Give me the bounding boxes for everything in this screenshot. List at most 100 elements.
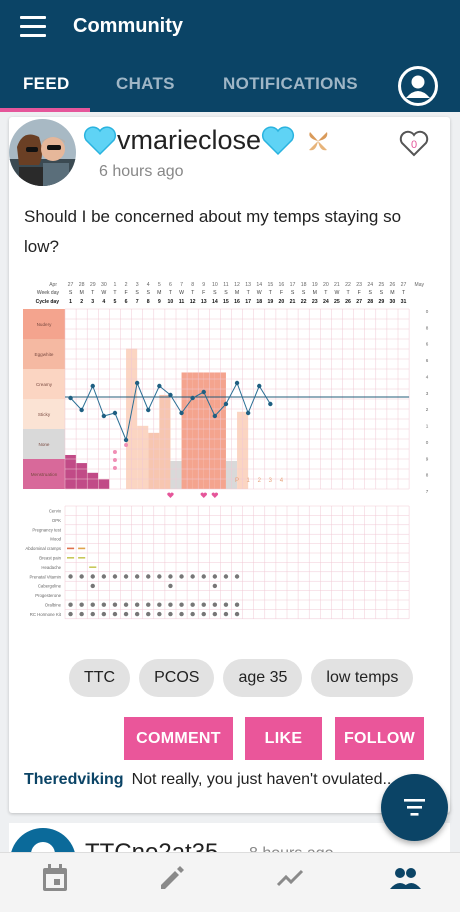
tab-chats[interactable]: CHATS xyxy=(116,74,175,93)
weekday-label: T xyxy=(346,290,350,296)
trending-icon xyxy=(276,869,304,887)
medication-dot xyxy=(212,611,218,617)
date-label: 19 xyxy=(312,282,318,288)
date-label: 13 xyxy=(245,282,251,288)
cervical-band xyxy=(23,459,65,489)
heart-icon xyxy=(83,126,117,155)
nav-charts[interactable] xyxy=(270,863,310,903)
date-label: 26 xyxy=(390,282,396,288)
intercourse-heart-icon xyxy=(200,492,207,498)
date-label: 7 xyxy=(180,282,183,288)
date-label: 29 xyxy=(90,282,96,288)
user-avatar[interactable] xyxy=(9,119,76,186)
weekday-label: T xyxy=(269,290,273,296)
scale-label: 7 xyxy=(426,489,429,494)
fertility-letter: P xyxy=(235,478,239,484)
weekday-label: F xyxy=(202,290,205,296)
temperature-point xyxy=(223,401,229,407)
follow-button[interactable]: FOLLOW xyxy=(335,717,424,760)
nav-calendar[interactable] xyxy=(35,863,75,903)
post-author[interactable]: vmarieclose xyxy=(83,125,333,156)
date-label: 15 xyxy=(267,282,273,288)
date-label: 24 xyxy=(367,282,373,288)
cycle-day-label: 7 xyxy=(136,299,139,305)
temperature-point xyxy=(268,401,273,407)
date-label: 5 xyxy=(158,282,161,288)
medication-dot xyxy=(123,574,129,579)
nav-community[interactable] xyxy=(385,863,425,903)
medication-dot xyxy=(146,611,151,617)
cycle-day-label: 15 xyxy=(223,299,229,305)
cycle-day-label: 21 xyxy=(290,299,296,305)
temperature-point xyxy=(190,395,195,401)
nav-journal[interactable] xyxy=(152,863,192,903)
tag-age[interactable]: age 35 xyxy=(223,659,303,697)
date-label: 27 xyxy=(401,282,407,288)
cycle-day-label: 1 xyxy=(69,299,72,305)
weekday-label: S xyxy=(135,290,139,296)
menstruation-bar xyxy=(87,472,99,489)
like-button[interactable]: LIKE xyxy=(245,717,322,760)
cycle-day-label: 4 xyxy=(102,299,105,305)
medication-dot xyxy=(79,602,84,607)
medication-dot xyxy=(212,574,218,579)
temperature-point xyxy=(212,413,218,419)
medication-dot xyxy=(79,574,84,579)
medication-dot xyxy=(68,574,73,579)
cycle-day-label: 17 xyxy=(245,299,251,305)
spotting-dot xyxy=(112,466,117,470)
medication-dot xyxy=(157,611,162,617)
temperature-point xyxy=(179,410,184,416)
comment-preview[interactable]: Theredviking Not really, you just haven't… xyxy=(24,771,434,789)
cycle-day-label: 8 xyxy=(147,299,150,305)
menstruation-bar xyxy=(98,479,110,489)
cervical-label: Sticky xyxy=(38,412,51,417)
weekday-label: W xyxy=(101,290,106,296)
menu-icon[interactable] xyxy=(20,16,46,38)
spotting-dot xyxy=(112,450,117,454)
intercourse-heart-icon xyxy=(211,492,219,498)
medication-dot xyxy=(190,602,195,607)
cycle-day-label: 25 xyxy=(334,299,340,305)
like-count: 0 xyxy=(411,139,417,151)
weekday-label: S xyxy=(147,290,151,296)
weekday-label: S xyxy=(369,290,373,296)
date-label: 4 xyxy=(147,282,150,288)
medication-dot xyxy=(179,611,184,617)
cervical-band xyxy=(23,399,65,429)
weekday-label: M xyxy=(313,290,317,296)
comment-author[interactable]: Theredviking xyxy=(24,771,124,788)
medication-dot xyxy=(234,611,240,617)
cycle-day-label: 9 xyxy=(158,299,161,305)
active-tab-indicator xyxy=(0,108,90,112)
calendar-icon xyxy=(43,864,67,891)
tag-low-temps[interactable]: low temps xyxy=(311,659,414,697)
tab-feed[interactable]: FEED xyxy=(23,74,70,93)
filter-button[interactable] xyxy=(381,774,448,841)
tag-pcos[interactable]: PCOS xyxy=(139,659,215,697)
symptom-label: Cervix xyxy=(49,509,62,514)
cycle-day-label: 6 xyxy=(125,299,128,305)
medication-dot xyxy=(234,574,240,579)
weekday-label: M xyxy=(390,290,394,296)
temperature-point xyxy=(257,383,262,389)
symptom-mark xyxy=(67,557,75,559)
comment-button[interactable]: COMMENT xyxy=(124,717,233,760)
temperature-point xyxy=(90,383,95,389)
tab-notifications[interactable]: NOTIFICATIONS xyxy=(223,74,358,93)
date-label: 20 xyxy=(323,282,329,288)
like-heart-button[interactable]: 0 xyxy=(399,129,429,159)
medication-dot xyxy=(134,611,140,617)
medication-dot xyxy=(179,574,184,579)
cycle-day-label: 2 xyxy=(80,299,83,305)
medication-dot xyxy=(201,574,206,579)
medication-dot xyxy=(190,611,195,617)
cycle-day-label: 31 xyxy=(401,299,407,305)
medication-dot xyxy=(68,611,73,617)
profile-avatar-button[interactable] xyxy=(398,66,438,106)
tag-ttc[interactable]: TTC xyxy=(69,659,131,697)
temperature-point xyxy=(146,407,151,413)
cervical-label: Eggwhite xyxy=(35,352,54,357)
fertility-letter: 4 xyxy=(280,478,284,484)
